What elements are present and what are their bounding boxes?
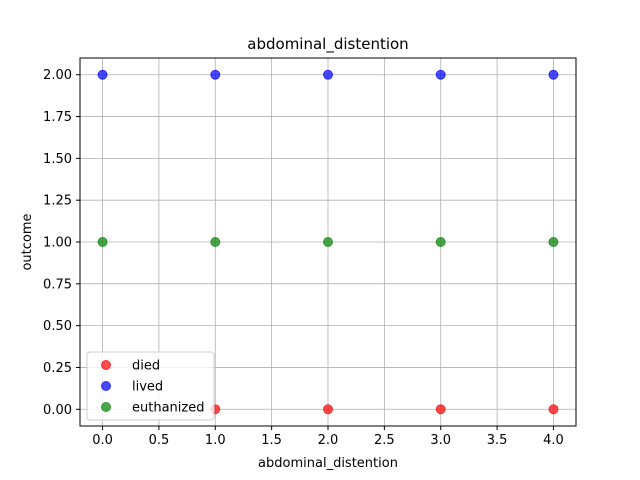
data-point-lived bbox=[97, 69, 108, 80]
y-tick-label: 1.00 bbox=[43, 236, 72, 251]
x-tick-label: 3.5 bbox=[487, 433, 508, 448]
y-tick-label: 1.75 bbox=[43, 110, 72, 125]
data-point-euthanized bbox=[435, 237, 446, 247]
data-point-euthanized bbox=[323, 237, 333, 247]
legend-label-died: died bbox=[132, 359, 160, 374]
x-tick-label: 1.5 bbox=[261, 433, 282, 448]
data-point-lived bbox=[435, 69, 446, 80]
data-point-lived bbox=[210, 69, 221, 80]
x-tick-label: 1.0 bbox=[205, 433, 226, 448]
data-point-euthanized bbox=[548, 237, 559, 247]
axis-ticks: 0.0 0.5 1.0 1.5 2.0 2.5 3.0 3.5 4.0 0.00 0.25 0.50 0… bbox=[43, 68, 564, 448]
legend-marker-lived bbox=[101, 381, 111, 391]
y-tick-label: 0.50 bbox=[43, 319, 72, 334]
data-point-died bbox=[548, 404, 559, 415]
legend-marker-died bbox=[101, 360, 111, 370]
x-tick-label: 3.0 bbox=[430, 433, 451, 448]
y-tick-label: 0.00 bbox=[43, 403, 72, 418]
data-point-died bbox=[435, 404, 446, 415]
x-tick-label: 0.0 bbox=[92, 433, 113, 448]
y-tick-label: 1.25 bbox=[43, 194, 72, 209]
legend-box bbox=[86, 351, 215, 421]
y-tick-label: 1.50 bbox=[43, 152, 72, 167]
legend-label-euthanized: euthanized bbox=[132, 401, 204, 416]
x-tick-label: 2.5 bbox=[374, 433, 395, 448]
data-point-died bbox=[323, 404, 333, 415]
y-tick-label: 0.75 bbox=[43, 277, 72, 292]
legend-label-lived: lived bbox=[132, 380, 163, 395]
y-axis-label: outcome bbox=[20, 213, 35, 270]
legend-marker-euthanized bbox=[101, 402, 111, 412]
x-tick-label: 4.0 bbox=[543, 433, 564, 448]
chart-title: abdominal_distention bbox=[247, 35, 408, 54]
legend: died lived euthanized bbox=[86, 351, 215, 421]
x-tick-label: 2.0 bbox=[318, 433, 339, 448]
y-tick-label: 2.00 bbox=[43, 68, 72, 83]
data-point-lived bbox=[323, 69, 333, 80]
x-axis-label: abdominal_distention bbox=[258, 456, 398, 471]
data-point-lived bbox=[548, 69, 559, 80]
x-tick-label: 0.5 bbox=[149, 433, 170, 448]
y-tick-label: 0.25 bbox=[43, 361, 72, 376]
data-point-euthanized bbox=[210, 237, 221, 247]
data-point-euthanized bbox=[97, 237, 108, 247]
